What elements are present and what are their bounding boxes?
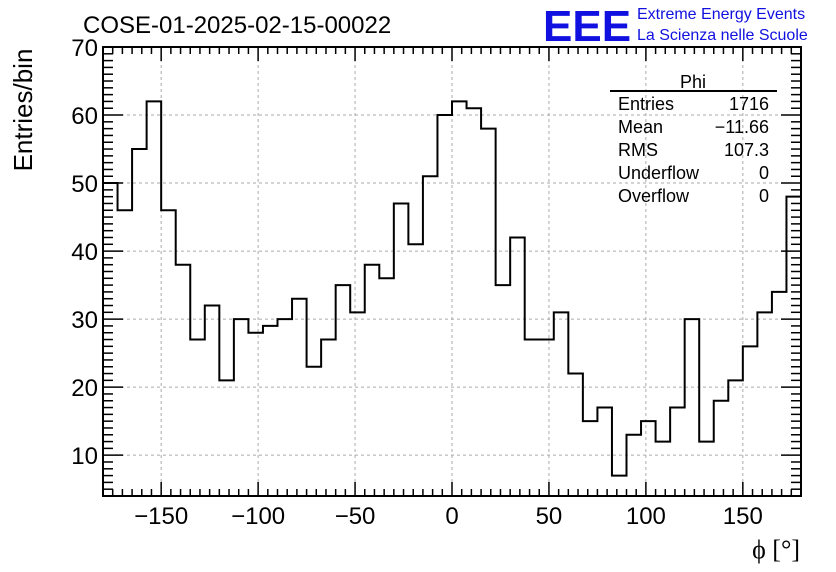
eee-logo: EEE — [543, 2, 631, 51]
stats-box: Phi Entries 1716 Mean −11.66 RMS 107.3 Underfl… — [610, 72, 777, 206]
x-axis-label: ϕ [°] — [752, 535, 800, 564]
stats-row-value: 0 — [759, 186, 769, 206]
y-axis-label: Entries/bin — [8, 49, 38, 172]
y-tick-label: 60 — [71, 103, 98, 130]
y-tick-labels: 10 20 30 40 50 60 70 — [71, 35, 98, 470]
y-tick-label: 30 — [71, 307, 98, 334]
x-tick-label: −100 — [231, 503, 285, 530]
stats-row-label: Overflow — [618, 186, 690, 206]
x-tick-label: 150 — [723, 503, 763, 530]
stats-row-label: Entries — [618, 94, 674, 114]
stats-row-value: 0 — [759, 163, 769, 183]
stats-title: Phi — [680, 72, 706, 92]
run-title: COSE-01-2025-02-15-00022 — [83, 12, 391, 39]
stats-rows: Entries 1716 Mean −11.66 RMS 107.3 Underflow 0 O… — [618, 94, 769, 206]
logo-line-1: Extreme Energy Events — [637, 6, 805, 23]
stats-row-value: −11.66 — [715, 117, 769, 137]
x-tick-label: 0 — [445, 503, 458, 530]
y-tick-label: 50 — [71, 171, 98, 198]
histogram-line — [103, 100, 802, 477]
y-tick-label: 20 — [71, 375, 98, 402]
x-tick-label: −50 — [335, 503, 376, 530]
x-tick-labels: −150 −100 −50 0 50 100 150 — [134, 503, 763, 530]
stats-row-value: 1716 — [729, 94, 769, 114]
stats-row-value: 107.3 — [724, 140, 769, 160]
x-tick-label: 50 — [536, 503, 563, 530]
x-tick-label: −150 — [134, 503, 188, 530]
y-tick-label: 10 — [71, 443, 98, 470]
logo-line-2: La Scienza nelle Scuole — [637, 27, 808, 44]
stats-row-label: RMS — [618, 140, 658, 160]
y-tick-label: 40 — [71, 239, 98, 266]
stats-row-label: Mean — [618, 117, 663, 137]
stats-row-label: Underflow — [618, 163, 700, 183]
y-tick-label: 70 — [71, 35, 98, 62]
axis-ticks — [103, 46, 801, 496]
x-tick-label: 100 — [626, 503, 666, 530]
